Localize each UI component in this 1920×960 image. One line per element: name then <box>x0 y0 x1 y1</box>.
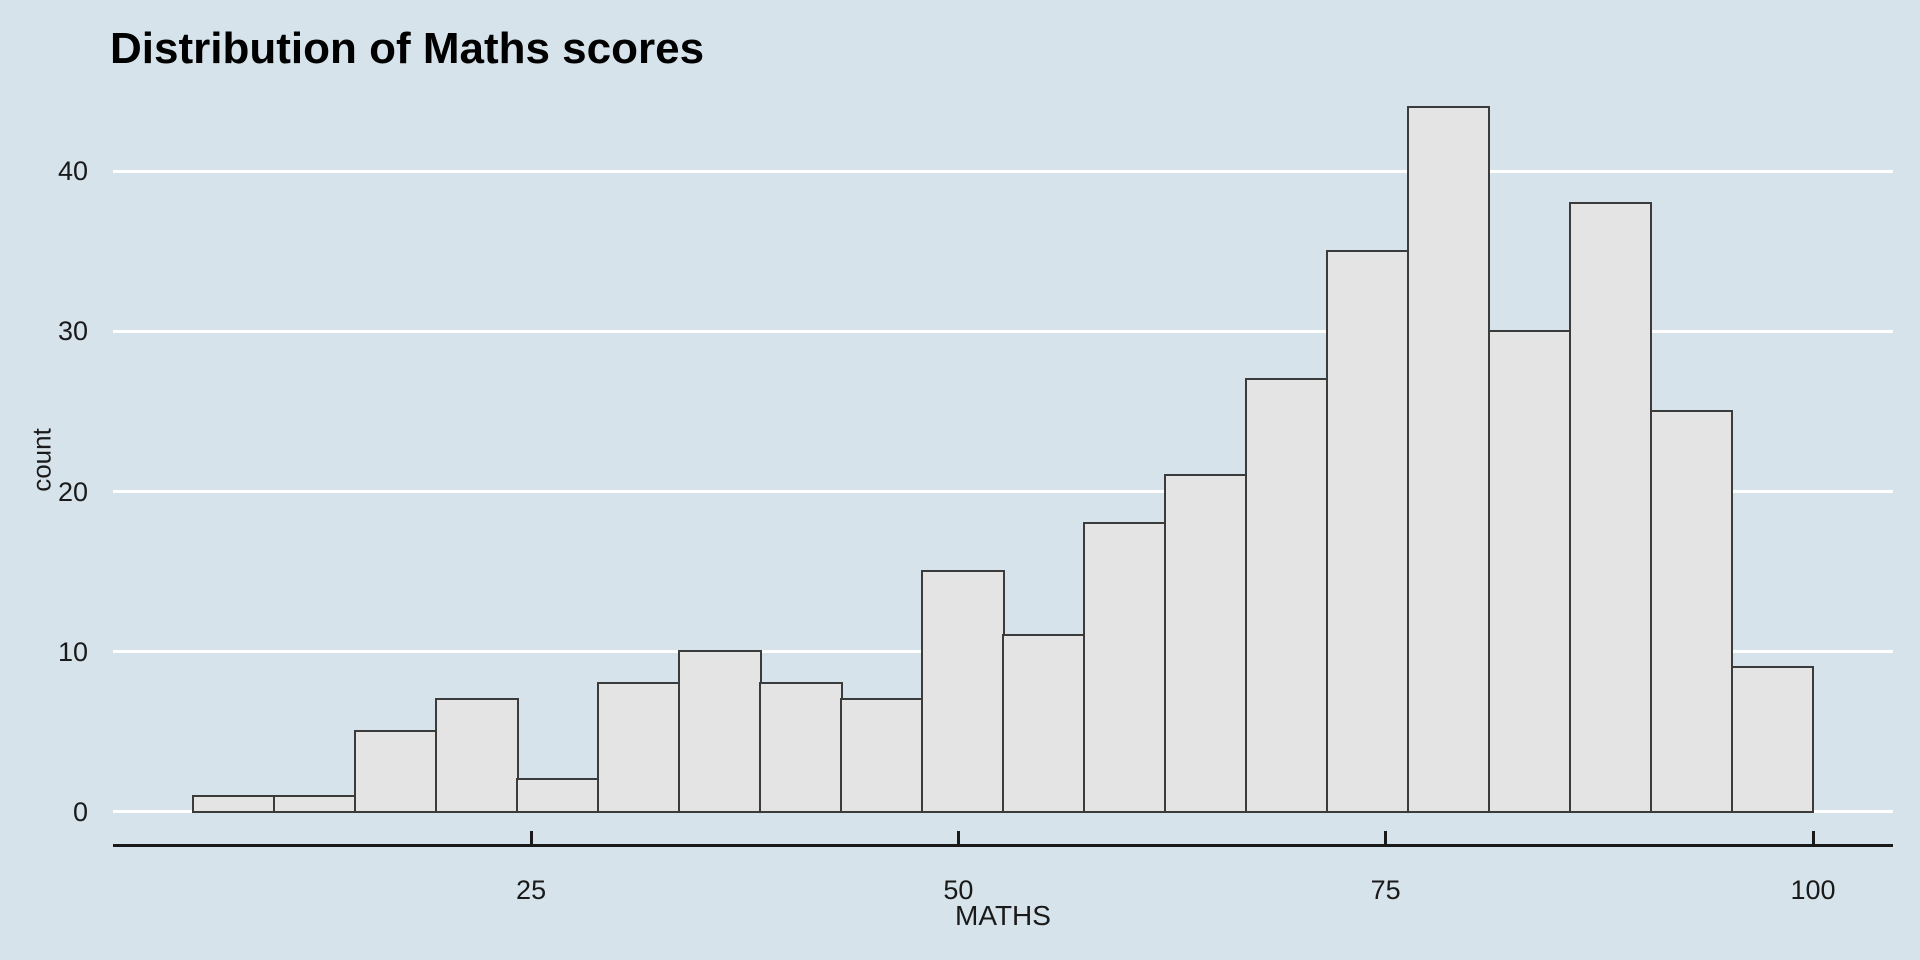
histogram-bar-14 <box>1244 378 1329 814</box>
histogram-bar-6 <box>597 682 681 814</box>
x-tick-label-25: 25 <box>516 875 547 905</box>
histogram-bar-16 <box>1407 105 1491 813</box>
histogram-bar-2 <box>273 794 357 813</box>
histogram-bar-10 <box>921 570 1005 813</box>
histogram-bar-15 <box>1325 250 1410 813</box>
histogram-bar-9 <box>840 698 924 813</box>
histogram-bar-11 <box>1002 634 1086 813</box>
histogram-bar-4 <box>435 698 519 813</box>
gridline-y-40 <box>113 169 1893 173</box>
y-tick-label-0: 0 <box>72 796 88 827</box>
x-tick-label-100: 100 <box>1790 875 1836 905</box>
histogram-bar-20 <box>1730 666 1815 814</box>
histogram-bar-8 <box>759 682 843 814</box>
gridline-y-30 <box>113 329 1893 333</box>
y-tick-label-30: 30 <box>57 316 88 347</box>
y-tick-label-10: 10 <box>57 636 88 667</box>
histogram-bar-19 <box>1649 410 1734 813</box>
y-tick-label-20: 20 <box>57 476 88 507</box>
histogram-bar-13 <box>1164 474 1248 813</box>
y-tick-label-40: 40 <box>57 156 88 187</box>
histogram-bar-12 <box>1083 522 1167 814</box>
x-tick-mark-75 <box>1384 831 1388 844</box>
plot-panel <box>113 72 1893 847</box>
histogram-bar-17 <box>1487 330 1572 813</box>
histogram-bar-7 <box>678 650 762 813</box>
x-tick-mark-100 <box>1811 831 1815 844</box>
x-tick-label-50: 50 <box>943 875 974 905</box>
histogram-bar-1 <box>192 794 276 813</box>
histogram-bar-5 <box>516 778 600 813</box>
x-tick-label-75: 75 <box>1370 875 1401 905</box>
chart-title: Distribution of Maths scores <box>110 24 705 73</box>
x-tick-mark-50 <box>956 831 960 844</box>
x-tick-mark-25 <box>529 831 533 844</box>
histogram-bar-3 <box>354 730 438 813</box>
x-axis-title: MATHS <box>955 900 1051 931</box>
x-axis-line <box>113 844 1893 847</box>
gridline-y-20 <box>113 490 1893 494</box>
histogram-bar-18 <box>1568 202 1653 814</box>
